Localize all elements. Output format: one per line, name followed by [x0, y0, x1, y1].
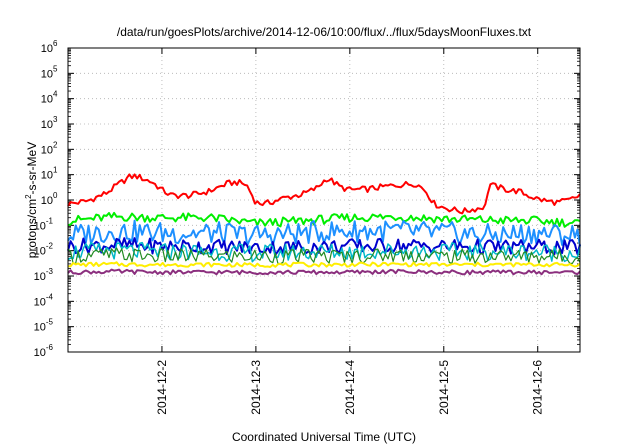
y-tick-label: 106 — [41, 39, 58, 55]
x-axis: 2014-12-2 2014-12-3 2014-12-4 2014-12-5 2014… — [155, 48, 545, 415]
y-tick-base: 10 — [41, 170, 53, 182]
y-tick-base: 10 — [34, 296, 46, 308]
y-tick-exponent: 4 — [53, 90, 58, 99]
y-tick-label: 10-1 — [34, 216, 54, 232]
y-tick-label: 105 — [41, 64, 58, 80]
chart-title: /data/run/goesPlots/archive/2014-12-06/1… — [117, 25, 532, 39]
y-tick-exponent: 5 — [53, 64, 58, 73]
y-tick-exponent: -1 — [46, 216, 54, 225]
series-line — [67, 211, 581, 228]
y-axis-label-prefix: protons/cm — [25, 199, 39, 258]
x-axis-label: Coordinated Universal Time (UTC) — [232, 430, 416, 444]
y-tick-exponent: -3 — [46, 267, 54, 276]
x-tick-label: 2014-12-2 — [155, 360, 169, 415]
y-tick-label: 10-2 — [34, 242, 54, 258]
x-tick-label: 2014-12-6 — [531, 360, 545, 415]
y-tick-label: 103 — [41, 115, 58, 131]
y-tick-exponent: -5 — [46, 318, 54, 327]
y-tick-base: 10 — [41, 43, 53, 55]
y-tick-base: 10 — [41, 195, 53, 207]
y-tick-base: 10 — [41, 68, 53, 80]
plot-frame — [67, 47, 581, 353]
x-tick-label: 2014-12-3 — [249, 360, 263, 415]
plot-lines — [67, 173, 581, 276]
y-tick-exponent: 0 — [53, 191, 58, 200]
series-line — [68, 261, 581, 268]
y-axis-label-suffix: -s-sr-MeV — [25, 142, 39, 195]
y-axis-label-sup: 2 — [24, 194, 33, 199]
series-line — [67, 241, 581, 263]
y-tick-base: 10 — [34, 322, 46, 334]
y-tick-label: 104 — [41, 90, 58, 106]
y-tick-label: 101 — [41, 166, 58, 182]
y-tick-base: 10 — [34, 246, 46, 258]
series-line — [67, 268, 581, 276]
y-tick-label: 10-4 — [34, 292, 54, 308]
y-tick-label: 10-3 — [34, 267, 54, 283]
y-axis: 10-610-510-410-310-210-11001011021031041… — [34, 39, 580, 359]
y-tick-label: 10-6 — [34, 343, 54, 359]
y-tick-base: 10 — [34, 220, 46, 232]
series-line — [67, 247, 581, 265]
y-tick-label: 10-5 — [34, 318, 54, 334]
y-tick-base: 10 — [41, 94, 53, 106]
y-tick-label: 102 — [41, 140, 58, 156]
y-tick-exponent: 3 — [53, 115, 58, 124]
x-tick-label: 2014-12-4 — [343, 360, 357, 415]
y-axis-label: protons/cm2-s-sr-MeV — [24, 142, 39, 258]
x-tick-label: 2014-12-5 — [437, 360, 451, 415]
series-line — [67, 173, 581, 215]
y-tick-exponent: 1 — [53, 166, 58, 175]
y-tick-exponent: 2 — [53, 140, 58, 149]
y-tick-exponent: -4 — [46, 292, 54, 301]
y-tick-exponent: -6 — [46, 343, 54, 352]
grid — [68, 48, 580, 352]
y-tick-base: 10 — [41, 119, 53, 131]
y-tick-base: 10 — [34, 347, 46, 359]
y-tick-base: 10 — [34, 271, 46, 283]
y-tick-label: 100 — [41, 191, 58, 207]
y-tick-base: 10 — [41, 144, 53, 156]
y-tick-exponent: -2 — [46, 242, 54, 251]
y-tick-exponent: 6 — [53, 39, 58, 48]
